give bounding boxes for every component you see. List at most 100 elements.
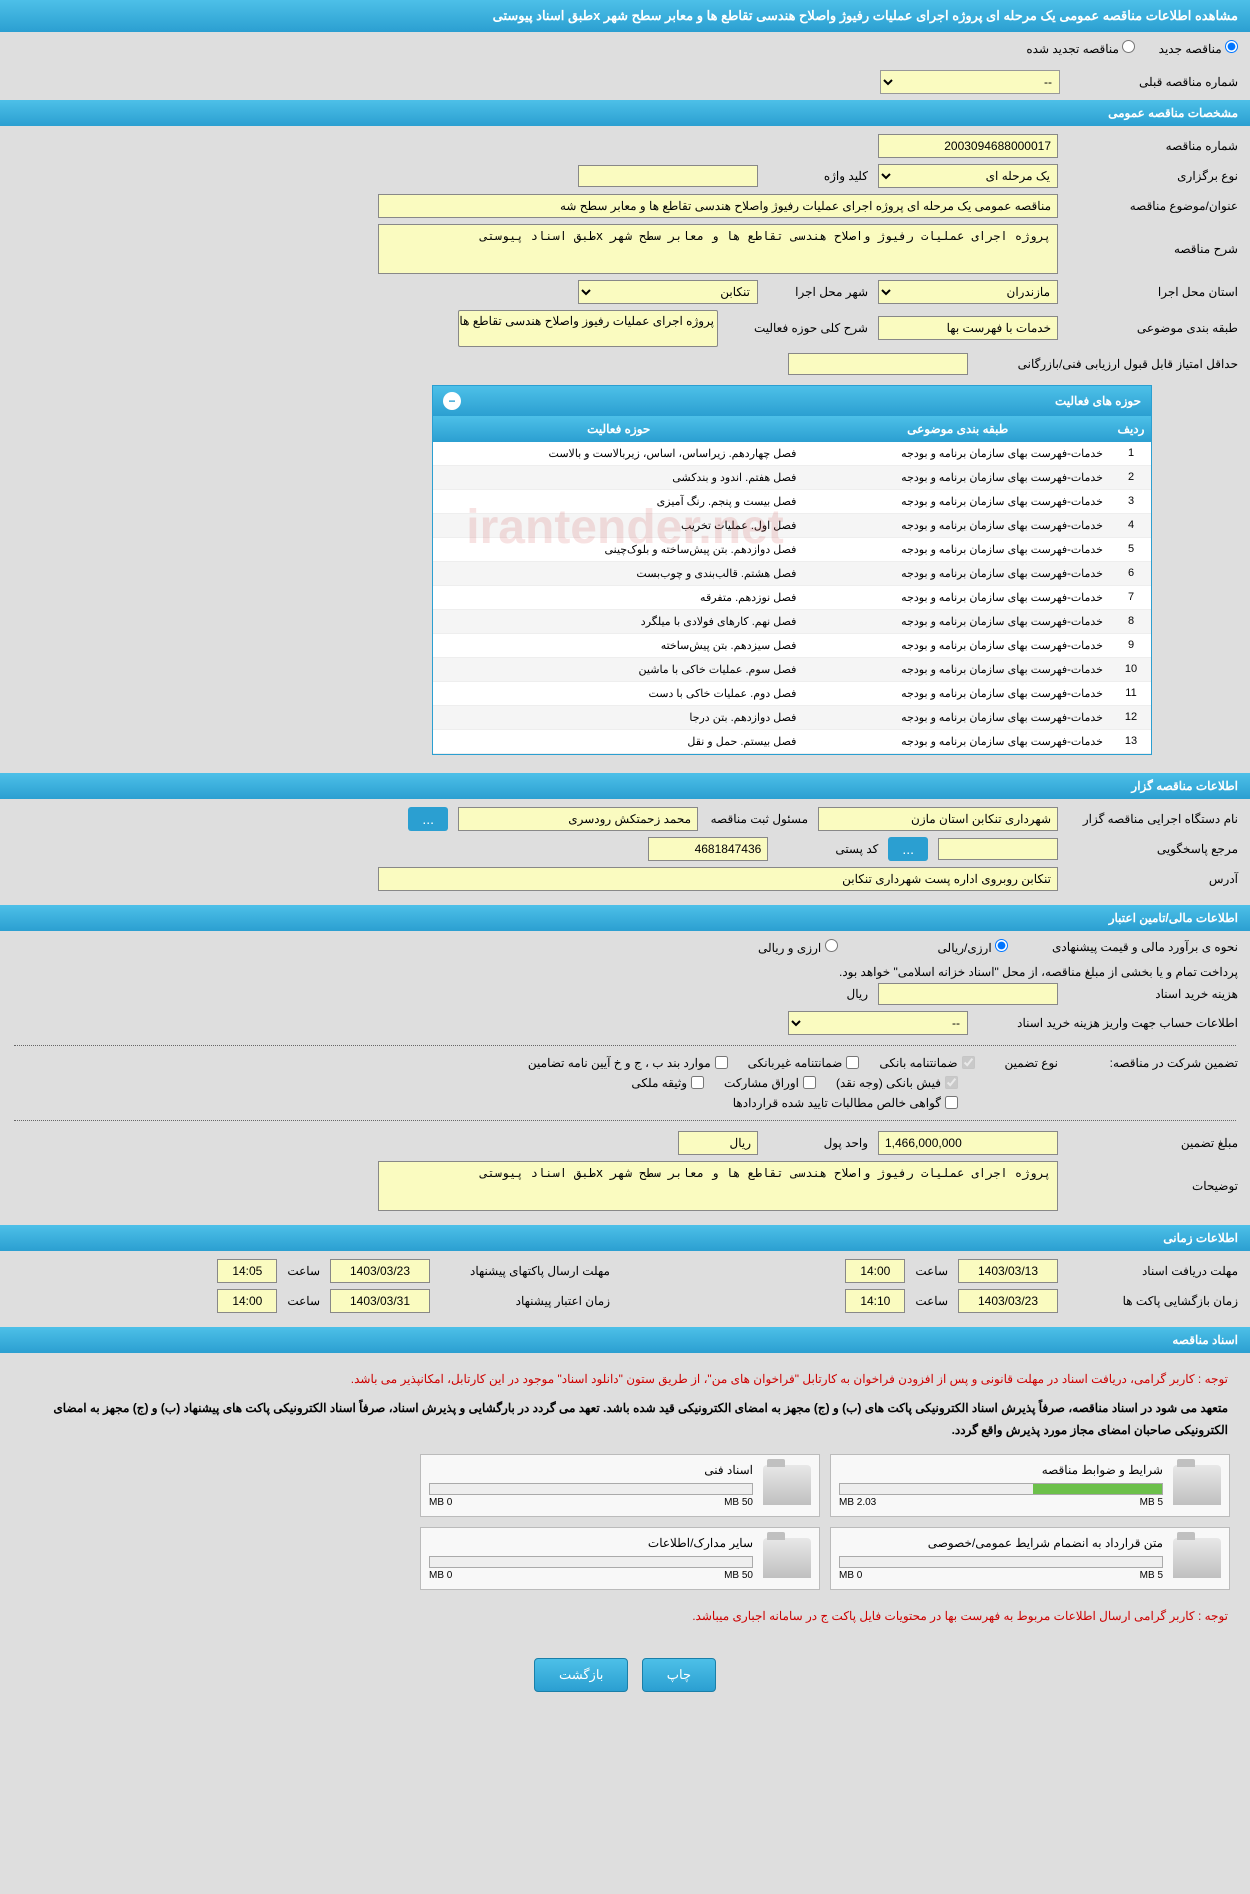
table-row: 10خدمات-فهرست بهای سازمان برنامه و بودجه…	[433, 657, 1151, 681]
open-time: 14:10	[845, 1289, 905, 1313]
number-label: شماره مناقصه	[1068, 139, 1238, 153]
remarks-field[interactable]	[378, 1161, 1058, 1211]
activity-table: ردیف طبقه بندی موضوعی حوزه فعالیت 1خدمات…	[433, 416, 1151, 754]
min-score-label: حداقل امتیاز قابل قبول ارزیابی فنی/بازرگ…	[978, 357, 1238, 371]
doc-title: متن قرارداد به انضمام شرایط عمومی/خصوصی	[839, 1536, 1163, 1550]
category-label: طبقه بندی موضوعی	[1068, 321, 1238, 335]
radio-renewed[interactable]: مناقصه تجدید شده	[1026, 42, 1135, 56]
city-label: شهر محل اجرا	[768, 285, 868, 299]
send-label: مهلت ارسال پاکتهای پیشنهاد	[440, 1264, 610, 1278]
postal-label: کد پستی	[778, 842, 878, 856]
collapse-icon[interactable]: −	[443, 392, 461, 410]
financial-note: پرداخت تمام و یا بخشی از مبلغ مناقصه، از…	[12, 961, 1238, 983]
progress-bar	[429, 1556, 753, 1568]
time-word-2: ساعت	[915, 1294, 948, 1308]
reg-label: مسئول ثبت مناقصه	[708, 812, 808, 826]
chk-cash[interactable]: فیش بانکی (وجه نقد)	[836, 1076, 958, 1090]
title-label: عنوان/موضوع مناقصه	[1068, 199, 1238, 213]
table-row: 2خدمات-فهرست بهای سازمان برنامه و بودجهف…	[433, 465, 1151, 489]
table-row: 7خدمات-فهرست بهای سازمان برنامه و بودجهف…	[433, 585, 1151, 609]
account-select[interactable]: --	[788, 1011, 968, 1035]
folder-icon	[1173, 1538, 1221, 1578]
chk-bank[interactable]: ضمانتنامه بانکی	[879, 1056, 974, 1070]
chk-approved[interactable]: گواهی خالص مطالبات تایید شده قراردادها	[733, 1096, 958, 1110]
section-documents: اسناد مناقصه	[0, 1327, 1250, 1353]
table-row: 6خدمات-فهرست بهای سازمان برنامه و بودجهف…	[433, 561, 1151, 585]
radio-new[interactable]: مناقصه جدید	[1159, 42, 1238, 56]
guarantee-label: تضمین شرکت در مناقصه:	[1068, 1056, 1238, 1070]
table-row: 13خدمات-فهرست بهای سازمان برنامه و بودجه…	[433, 729, 1151, 753]
more-button[interactable]: ...	[408, 807, 448, 831]
docs-notice-2: متعهد می شود در اسناد مناقصه، صرفاً پذیر…	[10, 1396, 1240, 1443]
province-label: استان محل اجرا	[1068, 285, 1238, 299]
doc-title: سایر مدارک/اطلاعات	[429, 1536, 753, 1550]
radio-both[interactable]: ارزی و ریالی	[758, 939, 838, 955]
province-select[interactable]: مازندران	[878, 280, 1058, 304]
chk-rules[interactable]: موارد بند ب ، ج و خ آیین نامه تضامین	[528, 1056, 728, 1070]
send-time: 14:05	[217, 1259, 277, 1283]
contact-field[interactable]	[938, 838, 1058, 860]
remarks-label: توضیحات	[1068, 1179, 1238, 1193]
docs-notice-3: توجه : کاربر گرامی ارسال اطلاعات مربوط ب…	[10, 1600, 1240, 1634]
valid-time: 14:00	[217, 1289, 277, 1313]
back-button[interactable]: بازگشت	[534, 1658, 628, 1692]
folder-icon	[763, 1465, 811, 1505]
table-row: 5خدمات-فهرست بهای سازمان برنامه و بودجهف…	[433, 537, 1151, 561]
keyword-field[interactable]	[578, 165, 758, 187]
type-select[interactable]: یک مرحله ای	[878, 164, 1058, 188]
receive-time: 14:00	[845, 1259, 905, 1283]
keyword-label: کلید واژه	[768, 169, 868, 183]
guarantee-type-label: نوع تضمین	[1005, 1056, 1058, 1070]
amount-field: 1,466,000,000	[878, 1131, 1058, 1155]
desc-field[interactable]	[378, 224, 1058, 274]
docs-notice-1: توجه : کاربر گرامی، دریافت اسناد در مهلت…	[10, 1363, 1240, 1397]
table-row: 11خدمات-فهرست بهای سازمان برنامه و بودجه…	[433, 681, 1151, 705]
amount-label: مبلغ تضمین	[1068, 1136, 1238, 1150]
chk-nonbank[interactable]: ضمانتنامه غیربانکی	[748, 1056, 860, 1070]
folder-icon	[763, 1538, 811, 1578]
doc-title: شرایط و ضوابط مناقصه	[839, 1463, 1163, 1477]
radio-rial[interactable]: ارزی/ریالی	[938, 939, 1008, 955]
activity-desc-select[interactable]: پروژه اجرای عملیات رفیوز واصلاح هندسی تق…	[458, 310, 718, 347]
category-field: خدمات با فهرست بها	[878, 316, 1058, 340]
reg-field: محمد زحمتکش رودسری	[458, 807, 698, 831]
doc-box[interactable]: اسناد فنی 50 MB0 MB	[420, 1454, 820, 1517]
contact-more-button[interactable]: ...	[888, 837, 928, 861]
account-label: اطلاعات حساب جهت واریز هزینه خرید اسناد	[978, 1016, 1238, 1030]
doc-box[interactable]: شرایط و ضوابط مناقصه 5 MB2.03 MB	[830, 1454, 1230, 1517]
prev-tender-select[interactable]: --	[880, 70, 1060, 94]
doc-cost-field[interactable]	[878, 983, 1058, 1005]
number-field: 2003094688000017	[878, 134, 1058, 158]
print-button[interactable]: چاپ	[642, 1658, 716, 1692]
address-label: آدرس	[1068, 872, 1238, 886]
org-name-field: شهرداری تنکابن استان مازن	[818, 807, 1058, 831]
open-date: 1403/03/23	[958, 1289, 1058, 1313]
doc-box[interactable]: سایر مدارک/اطلاعات 50 MB0 MB	[420, 1527, 820, 1590]
method-label: نحوه ی برآورد مالی و قیمت پیشنهادی	[1018, 940, 1238, 954]
activity-desc-label: شرح کلی حوزه فعالیت	[728, 321, 868, 335]
title-field: مناقصه عمومی یک مرحله ای پروژه اجرای عمل…	[378, 194, 1058, 218]
folder-icon	[1173, 1465, 1221, 1505]
section-organizer: اطلاعات مناقصه گزار	[0, 773, 1250, 799]
currency-label: ریال	[846, 987, 868, 1001]
progress-bar	[429, 1483, 753, 1495]
valid-date: 1403/03/31	[330, 1289, 430, 1313]
city-select[interactable]: تنکابن	[578, 280, 758, 304]
min-score-field[interactable]	[788, 353, 968, 375]
chk-property[interactable]: وثیقه ملکی	[631, 1076, 704, 1090]
tender-type-radios: مناقصه جدید مناقصه تجدید شده	[0, 32, 1250, 64]
chk-bonds[interactable]: اوراق مشارکت	[724, 1076, 816, 1090]
col-activity: حوزه فعالیت	[433, 416, 804, 442]
section-timing: اطلاعات زمانی	[0, 1225, 1250, 1251]
table-row: 4خدمات-فهرست بهای سازمان برنامه و بودجهف…	[433, 513, 1151, 537]
doc-box[interactable]: متن قرارداد به انضمام شرایط عمومی/خصوصی …	[830, 1527, 1230, 1590]
unit-field: ریال	[678, 1131, 758, 1155]
prev-tender-label: شماره مناقصه قبلی	[1068, 75, 1238, 89]
doc-cost-label: هزینه خرید اسناد	[1068, 987, 1238, 1001]
table-row: 9خدمات-فهرست بهای سازمان برنامه و بودجهف…	[433, 633, 1151, 657]
receive-date: 1403/03/13	[958, 1259, 1058, 1283]
org-name-label: نام دستگاه اجرایی مناقصه گزار	[1068, 812, 1238, 826]
unit-label: واحد پول	[768, 1136, 868, 1150]
postal-field: 4681847436	[648, 837, 768, 861]
contact-label: مرجع پاسخگویی	[1068, 842, 1238, 856]
